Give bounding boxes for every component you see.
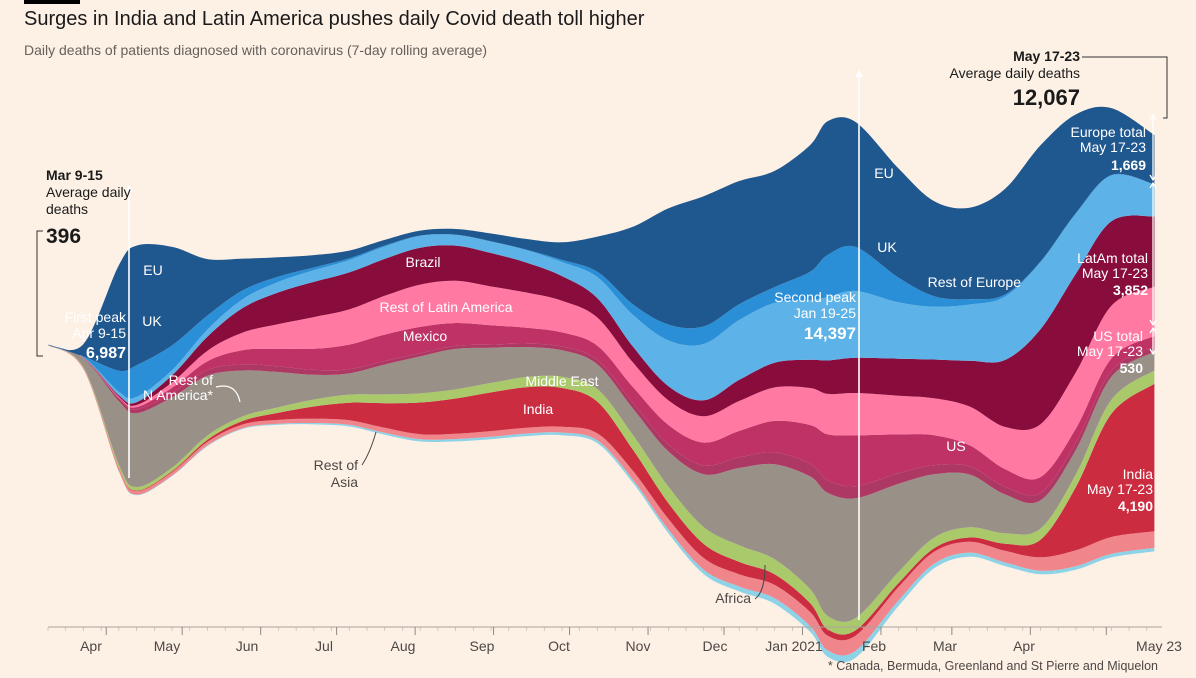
annotation-line: Average daily deaths [950,65,1081,81]
annotation-line: Second peak [774,289,857,305]
chart-subtitle: Daily deaths of patients diagnosed with … [24,42,488,58]
label-rest-of-asia-2: Asia [331,474,358,490]
annotation-line: May 17-23 [1087,481,1153,497]
leader-rest-of-n-america [215,385,241,403]
annotation-line: First peak [65,309,127,325]
label-rest-of-n-america-1: Rest of [169,372,213,388]
x-tick-label: Apr [1013,638,1035,654]
label-mexico: Mexico [403,328,448,344]
x-tick-label: Jul [315,638,333,654]
annotation-line: Average daily [46,184,131,200]
x-tick-label: Oct [548,638,570,654]
europe-total-bracket-arrow-top [1149,113,1157,121]
outer-brackets [36,56,1168,357]
label-us: US [946,438,965,454]
annotation-line: Apr 9-15 [72,325,126,341]
start-bracket [36,230,43,357]
area-rest-of-europe [48,174,1155,404]
label-eu-2: EU [874,165,893,181]
annotation-value: 3,852 [1113,282,1148,298]
area-rest-of-latin-america [48,280,1155,480]
x-tick-label: Dec [703,638,728,654]
x-axis: Apr May Jun Jul Aug Sep Oct Nov Dec Jan 2021 Feb Ma… [47,626,1182,654]
area-africa [48,345,1155,663]
annotation-value: 396 [46,225,81,248]
first-peak-line-arrow [125,185,133,192]
stream-layers [48,106,1155,663]
x-tick-label: Nov [626,638,651,654]
annotation-line: US total [1093,328,1143,344]
area-eu [48,106,1155,372]
leader-lines [215,385,766,600]
area-mexico [48,322,1155,496]
area-uk [48,173,1155,399]
label-india: India [523,401,554,417]
brand-topline [24,0,80,4]
x-tick-label: Sep [470,638,495,654]
x-tick-label: Aug [391,638,416,654]
annotation-value: 14,397 [804,324,856,343]
x-tick-label: Mar [933,638,957,654]
reference-lines [125,70,1157,620]
label-middle-east: Middle East [525,373,598,389]
us-total-bracket-arrow-top [1149,326,1157,334]
annotation-line: May 17-23 [1080,139,1146,155]
annotation-value: 1,669 [1111,157,1146,173]
annotation-value: 6,987 [86,345,126,362]
annotation-line: LatAm total [1077,250,1148,266]
label-rest-of-europe: Rest of Europe [928,274,1022,290]
x-tick-label: Jan 2021 [765,638,823,654]
annotation-line: May 17-23 [1077,343,1143,359]
annotation-line: deaths [46,201,88,217]
annotation-line: May 17-23 [1082,265,1148,281]
annotation-value: 4,190 [1118,498,1153,514]
label-africa: Africa [715,590,751,606]
label-uk: UK [142,313,162,329]
x-tick-label: Apr [80,638,102,654]
leader-africa [754,564,766,600]
annotation-value: 530 [1120,360,1144,376]
leader-rest-of-asia [361,431,377,466]
series-labels: EU UK Brazil Rest of Latin America Mexico Res… [142,165,1021,606]
x-tick-label: Jun [236,638,259,654]
label-rest-of-asia-1: Rest of [314,457,358,473]
label-rest-of-latin-america: Rest of Latin America [379,299,512,315]
annotation-line: May 17-23 [1013,48,1080,64]
annotation-line: Mar 9-15 [46,167,103,183]
annotation-line: Europe total [1071,124,1147,140]
annotation-line: India [1123,466,1154,482]
area-us [48,344,1155,622]
end-bracket [1082,56,1168,119]
x-tick-label: May 23 [1136,638,1182,654]
us-total-bracket-arrow-bottom [1149,348,1157,356]
europe-total-bracket-arrow-bottom [1149,174,1157,182]
label-eu: EU [143,262,162,278]
x-tick-label: May [154,638,180,654]
x-tick-label: Feb [862,638,886,654]
second-peak-line-arrow [855,70,863,77]
label-uk-2: UK [877,239,897,255]
area-middle-east [48,345,1155,635]
area-brazil [48,215,1155,431]
annotation-line: Jan 19-25 [794,305,856,321]
chart-title: Surges in India and Latin America pushes… [24,8,645,30]
area-rest-of-asia [48,345,1155,656]
footnote: * Canada, Bermuda, Greenland and St Pier… [827,659,1158,673]
label-rest-of-n-america-2: N America* [143,387,214,403]
latam-total-bracket-arrow-top [1149,181,1157,189]
latam-total-bracket-arrow-bottom [1149,319,1157,327]
annotation-value: 12,067 [1013,85,1080,110]
label-brazil: Brazil [405,254,440,270]
